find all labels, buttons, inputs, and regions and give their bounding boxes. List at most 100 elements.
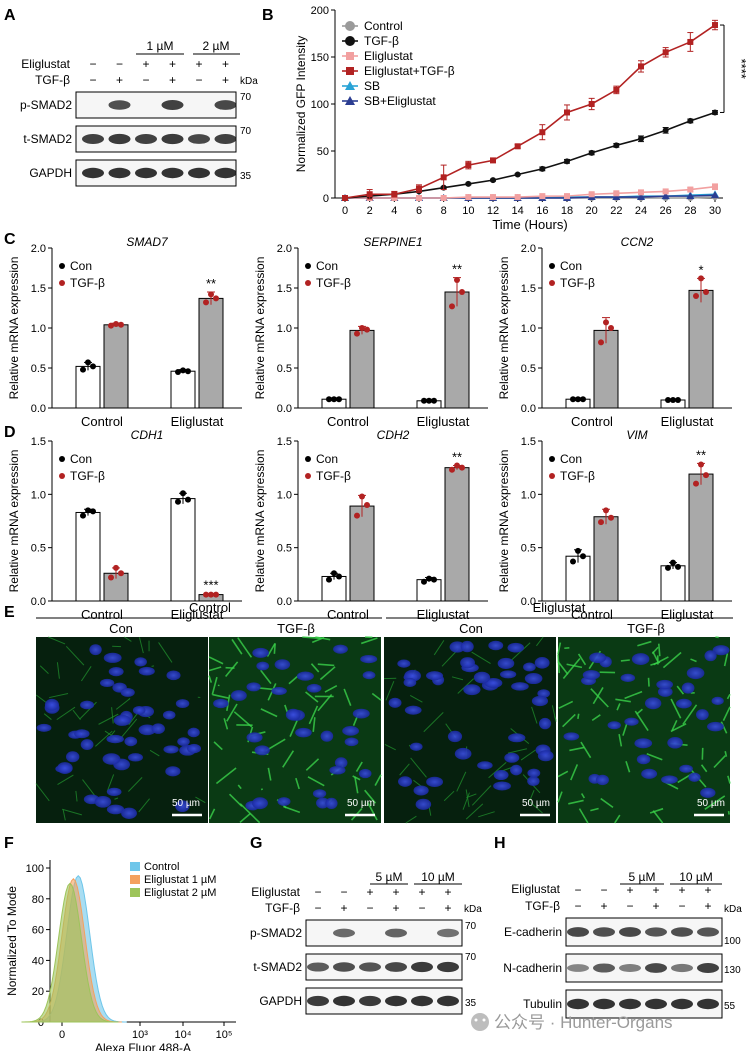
sign-tgfb-lane-1: − <box>89 73 96 87</box>
sign-eliglustat-lane-3: + <box>366 885 373 899</box>
conc-10um-g: 10 µM <box>421 870 455 884</box>
nucleus <box>712 645 730 656</box>
bar-point <box>608 514 614 521</box>
green-fiber <box>384 743 396 751</box>
bar-point <box>364 326 370 333</box>
b-point <box>662 127 669 134</box>
green-fiber <box>726 693 731 700</box>
sign-eliglustat-lane-4: + <box>652 883 659 897</box>
green-fiber <box>95 730 113 747</box>
green-fiber <box>371 692 382 701</box>
band-row3-lane1 <box>307 995 329 1007</box>
band-row1-lane6 <box>214 100 237 110</box>
band-row1-lane4 <box>645 927 667 937</box>
green-fiber <box>636 708 643 715</box>
green-fiber <box>228 793 243 807</box>
band-row3-lane6 <box>437 995 459 1007</box>
green-fiber <box>81 666 92 682</box>
marker-70-a: 70 <box>240 92 252 103</box>
conc-5um-g: 5 µM <box>376 870 403 884</box>
green-fiber <box>529 801 543 814</box>
band-row2-lane2 <box>108 133 131 145</box>
bar-point <box>670 397 676 403</box>
nucleus <box>582 670 601 680</box>
b-point <box>588 191 595 198</box>
sign-eliglustat-lane-6: + <box>704 883 711 897</box>
b-significance: **** <box>734 59 749 79</box>
marker-130: 130 <box>724 965 741 976</box>
band-row3-lane6 <box>697 998 719 1010</box>
bar-significance: ** <box>452 262 462 277</box>
bar-rect <box>444 291 470 409</box>
green-fiber <box>366 801 378 821</box>
bar-point <box>449 303 455 310</box>
b-x-tick-label: 28 <box>684 205 696 217</box>
bar-point <box>208 291 214 298</box>
nucleus <box>473 671 491 684</box>
green-fiber <box>289 720 298 737</box>
b-x-tick-label: 26 <box>660 205 672 217</box>
nucleus <box>128 753 143 762</box>
nucleus <box>493 781 511 791</box>
bar-category-label: Control <box>81 607 123 622</box>
band-row2-lane5 <box>411 961 433 973</box>
nucleus <box>74 729 90 739</box>
b-point <box>661 192 670 200</box>
nucleus <box>329 765 346 775</box>
sign-tgfb-lane-4: + <box>169 73 176 87</box>
nucleus <box>641 768 658 779</box>
green-fiber <box>267 767 272 781</box>
f-legend-label: Control <box>144 861 179 873</box>
bar-legend-label: Con <box>316 452 338 466</box>
bar-point <box>693 293 699 299</box>
green-fiber <box>237 637 253 658</box>
bar-rect <box>103 324 129 409</box>
bar-legend-marker <box>549 263 555 269</box>
bar-category-label: Control <box>327 414 369 429</box>
bar-category-label: Eliglustat <box>417 607 470 622</box>
nucleus <box>510 764 523 776</box>
f-y-tick-label: 100 <box>26 863 44 875</box>
b-x-tick-label: 30 <box>709 205 721 217</box>
bar-y-tick-label: 0.0 <box>277 596 292 608</box>
bar-point <box>675 563 681 570</box>
bar-legend-label: TGF-β <box>560 469 595 483</box>
green-fiber <box>260 669 272 685</box>
b-legend-marker <box>345 96 355 105</box>
micrograph-1 <box>36 637 208 823</box>
b-point <box>613 142 620 149</box>
bar-category-label: Control <box>571 414 613 429</box>
nucleus <box>175 699 190 709</box>
green-fiber <box>311 636 325 644</box>
b-point <box>539 129 546 136</box>
green-fiber <box>557 654 561 674</box>
green-fiber <box>266 643 276 657</box>
green-fiber <box>622 723 628 736</box>
b-x-tick-label: 0 <box>342 205 348 217</box>
conc-1um: 1 µM <box>147 39 174 53</box>
kda-label-g: kDa <box>464 904 482 915</box>
b-x-tick-label: 16 <box>536 205 548 217</box>
nucleus <box>151 723 165 734</box>
bar-point <box>703 472 709 479</box>
panel-h-western-blot: 5 µM 10 µM Eliglustat TGF-β kDa − − + + + + − +… <box>503 870 742 1019</box>
green-fiber <box>56 706 76 721</box>
bar-rect <box>170 370 196 409</box>
scalebar-label-2: 50 µm <box>347 798 375 809</box>
bar-y-tick-label: 1.0 <box>521 489 536 501</box>
green-fiber <box>646 752 663 761</box>
green-fiber <box>35 694 48 704</box>
bar-y-axis-label: Relative mRNA expression <box>497 257 511 400</box>
green-fiber <box>531 706 538 724</box>
b-x-tick-label: 4 <box>391 205 397 217</box>
green-fiber <box>233 711 253 728</box>
sign-tgfb-lane-5: − <box>195 73 202 87</box>
nucleus <box>103 652 122 663</box>
bar-gene-title: CCN2 <box>621 235 654 249</box>
sign-eliglustat-lane-2: − <box>116 57 123 71</box>
panel-letter-f: F <box>4 835 14 852</box>
nucleus <box>667 737 683 749</box>
green-fiber <box>580 741 592 759</box>
f-x-tick-label: 10⁴ <box>175 1029 192 1041</box>
green-fiber <box>49 693 69 699</box>
